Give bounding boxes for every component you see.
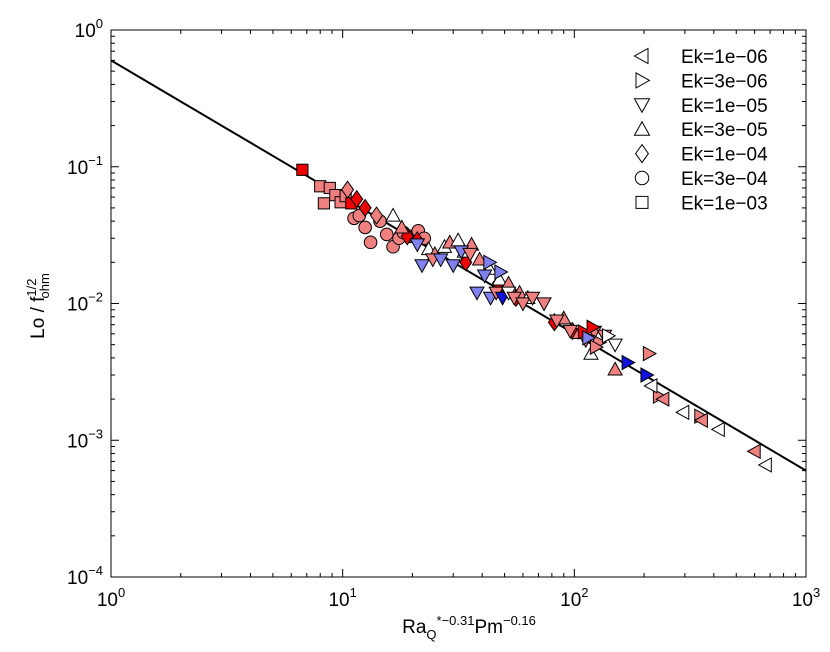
data-point [462,247,478,263]
data-point [655,391,670,407]
legend-marker-square [635,195,649,209]
data-point [379,227,394,242]
data-point [746,443,761,460]
data-point [602,328,617,344]
data-point [385,207,401,222]
data-point [693,412,708,429]
data-point [675,404,690,421]
legend-entry: Ek=1e−03 [635,193,768,214]
x-tick-label: 100 [97,585,125,611]
data-point [524,291,541,306]
legend-entry: Ek=3e−05 [633,120,768,141]
legend-label: Ek=1e−04 [681,145,768,166]
legend-marker-triangle-right [635,72,651,89]
data-point [432,253,449,268]
data-point [363,235,378,250]
x-tick-label: 102 [560,585,588,611]
data-point [469,286,485,301]
legend-label: Ek=3e−05 [681,120,768,141]
legend-marker-triangle-up [633,120,651,136]
data-point [607,361,623,376]
y-axis-label: Lo / f1/2ohm [24,273,52,339]
legend-label: Ek=1e−05 [681,96,768,117]
y-tick-label: 100 [75,16,103,42]
data-point [409,238,426,253]
data-point [414,259,430,274]
legend-label: Ek=1e−06 [681,47,768,68]
data-point [757,457,772,473]
legend-entry: Ek=1e−06 [633,47,768,68]
legend: Ek=1e−06 Ek=3e−06 Ek=1e−05 Ek=3e−05 Ek=1e−04… [633,47,768,214]
data-point [642,345,658,362]
x-tick-label: 101 [328,585,356,611]
data-point [589,339,605,355]
data-point [586,319,601,336]
data-point [369,206,384,225]
data-point [548,314,565,329]
x-axis-label: RaQ*−0.31Pm−0.16 [402,613,536,642]
fit-line [110,59,807,472]
data-points [296,163,772,473]
legend-marker-circle [634,170,650,186]
data-point [643,377,658,394]
fit-line-group [110,59,807,472]
legend-marker-diamond [635,143,649,164]
legend-marker-triangle-left [633,47,649,65]
legend-marker-triangle-down [633,98,651,114]
data-point [536,297,552,312]
legend-label: Ek=1e−03 [681,193,768,214]
data-point [640,367,655,383]
data-point [358,198,372,218]
series-ek=3e-06 [483,254,709,425]
series-ek=1e-06 [643,377,772,473]
legend-entry: Ek=1e−05 [633,96,768,117]
data-point [317,197,331,210]
legend-entry: Ek=3e−04 [634,169,768,190]
x-tick-label: 103 [792,585,820,611]
data-point [621,354,636,371]
data-point [582,330,597,346]
axes: 100 101 102 103 10−4 10−3 10−2 10−1 100 [67,16,820,611]
y-tick-label: 10−4 [67,563,103,589]
y-tick-label: 10−2 [67,290,103,316]
y-tick-label: 10−3 [67,426,103,452]
data-point [562,324,579,339]
data-point [471,251,488,266]
data-point [445,259,462,274]
data-point [350,189,364,209]
data-point [494,264,509,280]
legend-entry: Ek=1e−04 [635,143,768,166]
data-point [393,219,410,234]
data-point [450,232,466,247]
data-point [483,254,498,271]
legend-label: Ek=3e−04 [681,169,768,190]
data-point [710,421,725,438]
legend-label: Ek=3e−06 [681,71,768,92]
legend-entry: Ek=3e−06 [635,71,768,92]
data-point [476,269,493,284]
data-point [296,163,309,176]
data-point [341,180,355,199]
data-point [358,220,372,235]
y-tick-label: 10−1 [67,153,103,179]
data-point [515,297,531,312]
data-point [607,338,623,353]
